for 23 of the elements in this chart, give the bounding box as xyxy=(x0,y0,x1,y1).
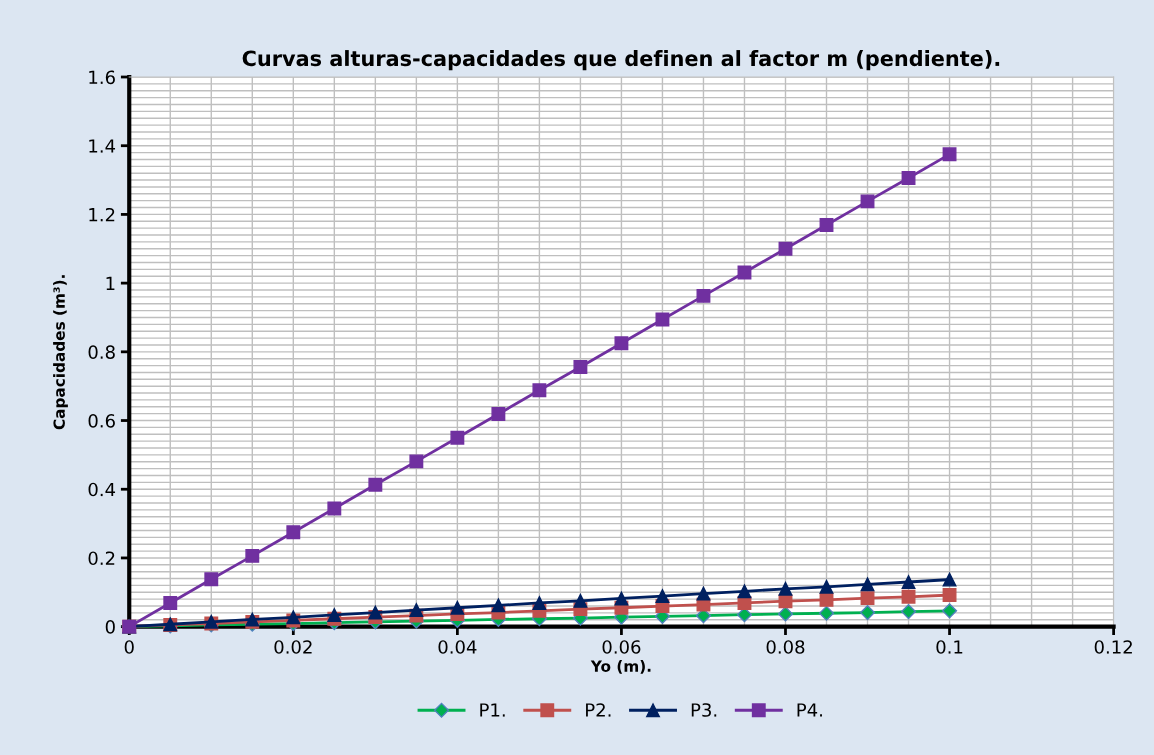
x-tick-label: 0.1 xyxy=(936,640,963,654)
y-tick-label: 0.6 xyxy=(88,413,115,428)
x-tick-label: 0.02 xyxy=(274,640,312,654)
y-tick-label: 0 xyxy=(105,620,115,634)
x-tick-label: 0 xyxy=(124,640,134,654)
y-axis-title: Capacidades (m³). xyxy=(53,275,68,430)
x-tick-label: 0.06 xyxy=(602,640,641,654)
legend-label: P1. xyxy=(480,703,505,717)
y-tick-label: 1 xyxy=(106,276,115,290)
y-tick-label: 1.6 xyxy=(89,70,115,85)
y-tick-label: 1.2 xyxy=(89,207,115,222)
chart-title: Curvas alturas-capacidades que definen al factor m (pendiente). xyxy=(242,50,1000,71)
y-tick-label: 0.8 xyxy=(88,345,115,359)
x-axis-title: Yo (m). xyxy=(590,660,651,674)
x-tick-label: 0.08 xyxy=(766,640,805,654)
legend-label: P3. xyxy=(691,703,717,717)
y-tick-label: 0.2 xyxy=(88,551,115,566)
x-tick-label: 0.04 xyxy=(438,640,477,654)
legend-label: P2. xyxy=(586,703,611,717)
y-tick-label: 1.4 xyxy=(89,139,116,153)
y-tick-label: 0.4 xyxy=(88,482,116,497)
x-tick-label: 0.12 xyxy=(1094,640,1132,654)
legend-label: P4. xyxy=(797,703,822,717)
